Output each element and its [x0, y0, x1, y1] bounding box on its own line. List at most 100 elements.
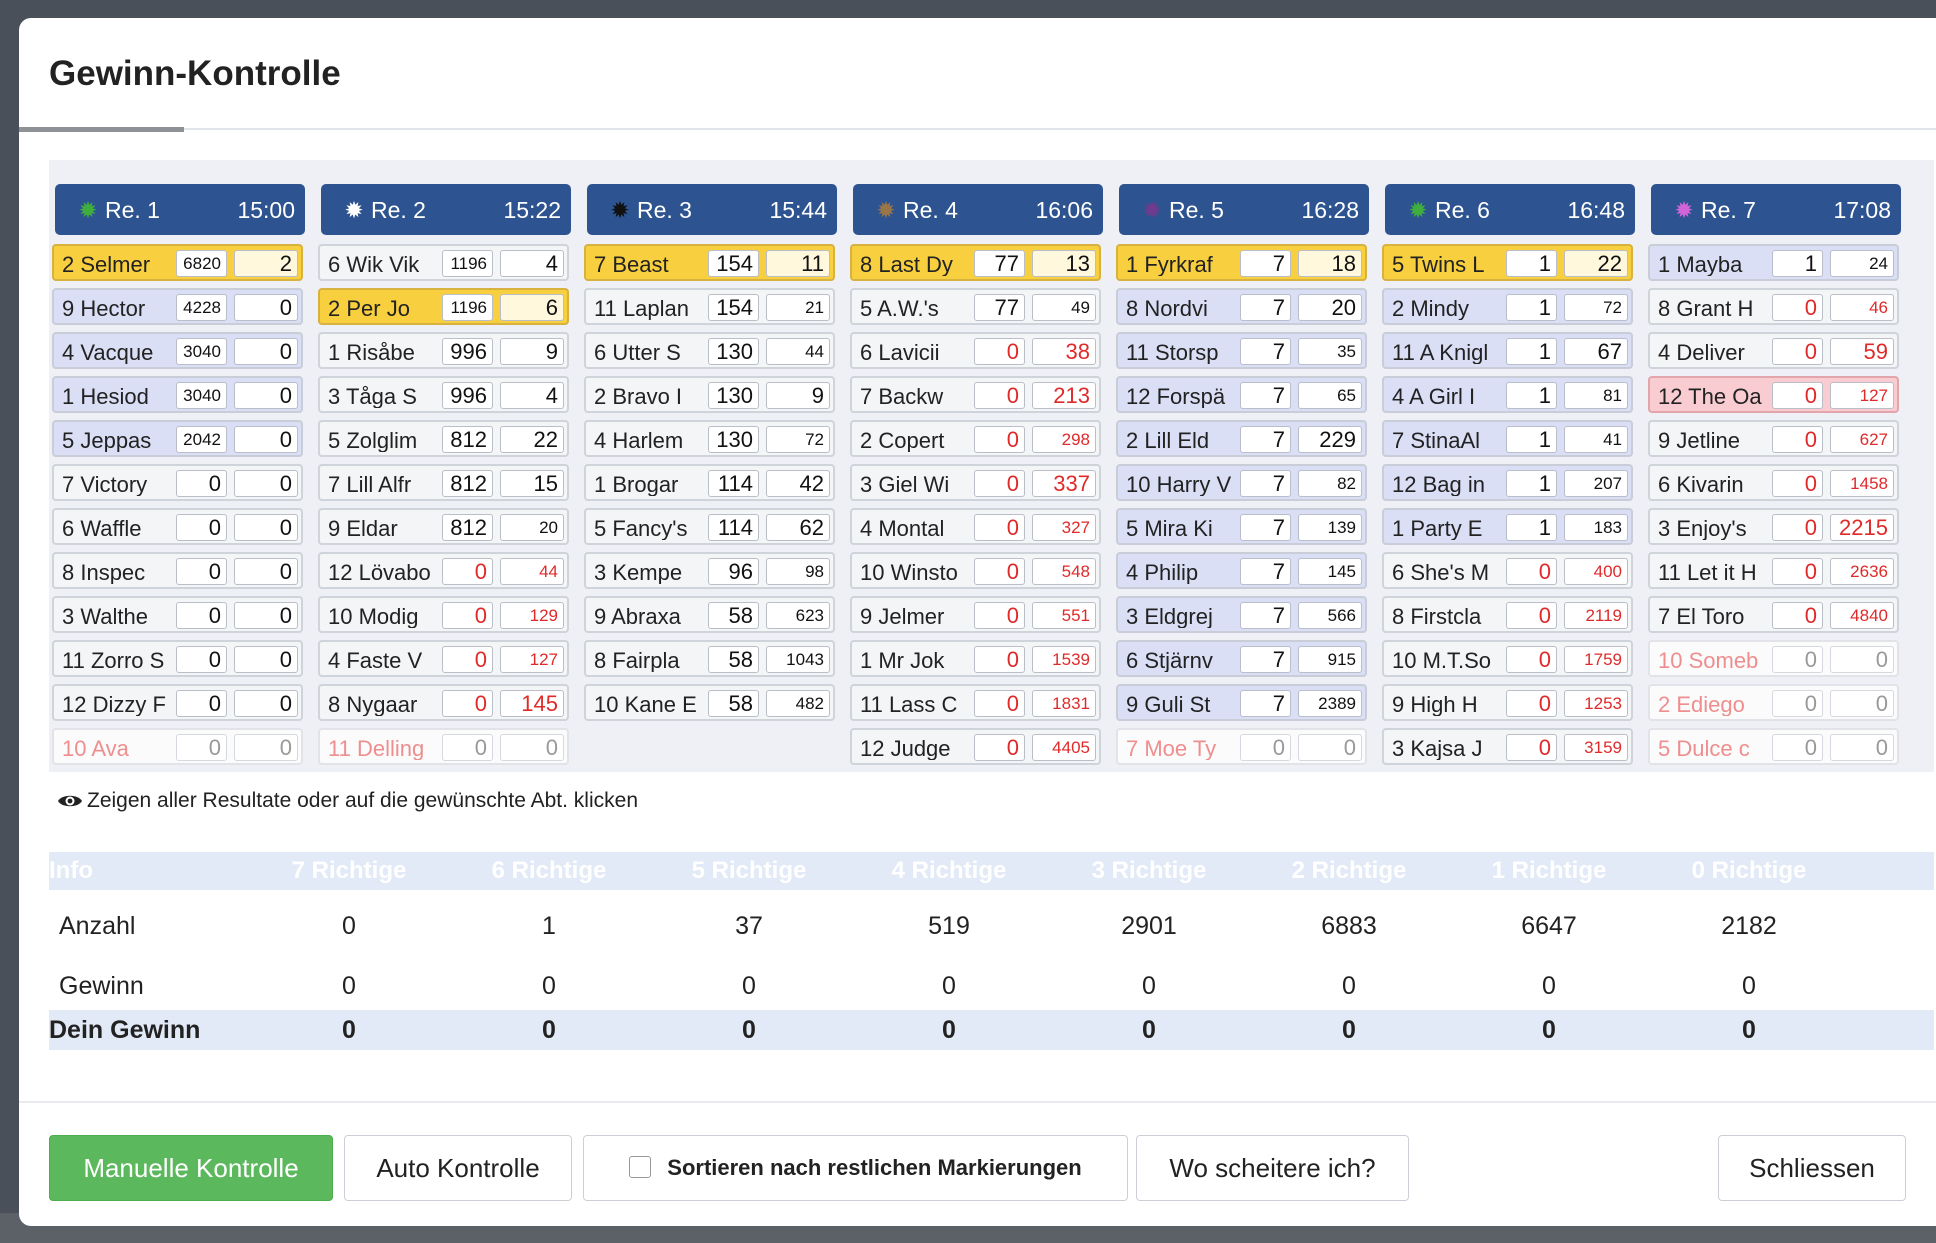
horse-row[interactable]: 3 Kajsa J 0 3159	[1382, 728, 1633, 765]
horse-row[interactable]: 2 Ediego 0 0	[1648, 684, 1899, 721]
horse-row[interactable]: 5 Twins L 1 22	[1382, 244, 1633, 281]
horse-row[interactable]: 8 Fairpla 58 1043	[584, 640, 835, 677]
horse-row[interactable]: 9 Jelmer 0 551	[850, 596, 1101, 633]
horse-row[interactable]: 6 Waffle 0 0	[52, 508, 303, 545]
horse-row[interactable]: 9 High H 0 1253	[1382, 684, 1633, 721]
horse-row[interactable]: 6 Wik Vik 1196 4	[318, 244, 569, 281]
horse-row[interactable]: 2 Lill Eld 7 229	[1116, 420, 1367, 457]
horse-row[interactable]: 7 Beast 154 11	[584, 244, 835, 281]
horse-row[interactable]: 7 StinaAl 1 41	[1382, 420, 1633, 457]
horse-row[interactable]: 12 The Oa 0 127	[1648, 376, 1899, 413]
horse-row[interactable]: 5 Fancy's 114 62	[584, 508, 835, 545]
horse-row[interactable]: 2 Bravo I 130 9	[584, 376, 835, 413]
horse-row[interactable]: 9 Eldar 812 20	[318, 508, 569, 545]
horse-row[interactable]: 12 Forspä 7 65	[1116, 376, 1367, 413]
horse-row[interactable]: 10 Harry V 7 82	[1116, 464, 1367, 501]
horse-row[interactable]: 6 Stjärnv 7 915	[1116, 640, 1367, 677]
horse-row[interactable]: 2 Copert 0 298	[850, 420, 1101, 457]
horse-row[interactable]: 5 Jeppas 2042 0	[52, 420, 303, 457]
horse-row[interactable]: 7 Backw 0 213	[850, 376, 1101, 413]
horse-row[interactable]: 8 Last Dy 77 13	[850, 244, 1101, 281]
horse-row[interactable]: 1 Hesiod 3040 0	[52, 376, 303, 413]
horse-name: 10 Someb	[1658, 648, 1759, 672]
horse-row[interactable]: 4 Faste V 0 127	[318, 640, 569, 677]
horse-row[interactable]: 9 Guli St 7 2389	[1116, 684, 1367, 721]
horse-row[interactable]: 10 M.T.So 0 1759	[1382, 640, 1633, 677]
horse-row[interactable]: 3 Tåga S 996 4	[318, 376, 569, 413]
horse-row[interactable]: 1 Fyrkraf 7 18	[1116, 244, 1367, 281]
horse-row[interactable]: 1 Mayba 1 24	[1648, 244, 1899, 281]
sort-checkbox[interactable]	[629, 1156, 652, 1178]
horse-row[interactable]: 6 Utter S 130 44	[584, 332, 835, 369]
horse-row[interactable]: 10 Ava 0 0	[52, 728, 303, 765]
close-button[interactable]: Schliessen	[1718, 1135, 1906, 1201]
horse-row[interactable]: 8 Inspec 0 0	[52, 552, 303, 589]
horse-row[interactable]: 4 Montal 0 327	[850, 508, 1101, 545]
horse-row[interactable]: 4 A Girl I 1 81	[1382, 376, 1633, 413]
horse-row[interactable]: 11 Storsp 7 35	[1116, 332, 1367, 369]
horse-row[interactable]: 4 Harlem 130 72	[584, 420, 835, 457]
horse-row[interactable]: 1 Brogar 114 42	[584, 464, 835, 501]
horse-row[interactable]: 3 Enjoy's 0 2215	[1648, 508, 1899, 545]
horse-row[interactable]: 7 Moe Ty 0 0	[1116, 728, 1367, 765]
where-fail-button[interactable]: Wo scheitere ich?	[1136, 1135, 1409, 1201]
horse-row[interactable]: 11 Laplan 154 21	[584, 288, 835, 325]
horse-value-2: 41	[1564, 426, 1628, 453]
horse-row[interactable]: 1 Party E 1 183	[1382, 508, 1633, 545]
horse-row[interactable]: 4 Philip 7 145	[1116, 552, 1367, 589]
horse-row[interactable]: 8 Grant H 0 46	[1648, 288, 1899, 325]
race-header-7[interactable]: ✹ Re. 7 17:08	[1651, 184, 1901, 235]
horse-row[interactable]: 7 El Toro 0 4840	[1648, 596, 1899, 633]
horse-row[interactable]: 8 Nordvi 7 20	[1116, 288, 1367, 325]
sort-by-remaining-toggle[interactable]: Sortieren nach restlichen Markierungen	[583, 1135, 1128, 1201]
horse-row[interactable]: 3 Giel Wi 0 337	[850, 464, 1101, 501]
horse-row[interactable]: 9 Jetline 0 627	[1648, 420, 1899, 457]
horse-row[interactable]: 6 She's M 0 400	[1382, 552, 1633, 589]
horse-row[interactable]: 9 Abraxa 58 623	[584, 596, 835, 633]
horse-row[interactable]: 7 Victory 0 0	[52, 464, 303, 501]
race-header-3[interactable]: ✹ Re. 3 15:44	[587, 184, 837, 235]
horse-row[interactable]: 9 Hector 4228 0	[52, 288, 303, 325]
horse-row[interactable]: 2 Per Jo 1196 6	[318, 288, 569, 325]
horse-row[interactable]: 5 A.W.'s 77 49	[850, 288, 1101, 325]
horse-row[interactable]: 12 Lövabo 0 44	[318, 552, 569, 589]
horse-row[interactable]: 6 Lavicii 0 38	[850, 332, 1101, 369]
horse-row[interactable]: 1 Risåbe 996 9	[318, 332, 569, 369]
horse-row[interactable]: 10 Someb 0 0	[1648, 640, 1899, 677]
horse-row[interactable]: 3 Eldgrej 7 566	[1116, 596, 1367, 633]
race-header-6[interactable]: ✹ Re. 6 16:48	[1385, 184, 1635, 235]
manual-check-button[interactable]: Manuelle Kontrolle	[49, 1135, 333, 1201]
horse-row[interactable]: 1 Mr Jok 0 1539	[850, 640, 1101, 677]
horse-row[interactable]: 6 Kivarin 0 1458	[1648, 464, 1899, 501]
race-header-2[interactable]: ✹ Re. 2 15:22	[321, 184, 571, 235]
horse-row[interactable]: 10 Winsto 0 548	[850, 552, 1101, 589]
horse-row[interactable]: 11 Delling 0 0	[318, 728, 569, 765]
horse-row[interactable]: 8 Firstcla 0 2119	[1382, 596, 1633, 633]
horse-row[interactable]: 10 Kane E 58 482	[584, 684, 835, 721]
horse-row[interactable]: 11 Lass C 0 1831	[850, 684, 1101, 721]
horse-row[interactable]: 7 Lill Alfr 812 15	[318, 464, 569, 501]
race-header-5[interactable]: ✹ Re. 5 16:28	[1119, 184, 1369, 235]
horse-row[interactable]: 3 Walthe 0 0	[52, 596, 303, 633]
horse-row[interactable]: 2 Selmer 6820 2	[52, 244, 303, 281]
race-header-4[interactable]: ✹ Re. 4 16:06	[853, 184, 1103, 235]
horse-row[interactable]: 5 Zolglim 812 22	[318, 420, 569, 457]
race-header-1[interactable]: ✹ Re. 1 15:00	[55, 184, 305, 235]
horse-row[interactable]: 3 Kempe 96 98	[584, 552, 835, 589]
horse-row[interactable]: 8 Nygaar 0 145	[318, 684, 569, 721]
horse-row[interactable]: 12 Judge 0 4405	[850, 728, 1101, 765]
auto-check-button[interactable]: Auto Kontrolle	[344, 1135, 572, 1201]
horse-row[interactable]: 5 Mira Ki 7 139	[1116, 508, 1367, 545]
horse-value-2: 229	[1298, 426, 1362, 453]
horse-row[interactable]: 2 Mindy 1 72	[1382, 288, 1633, 325]
horse-row[interactable]: 10 Modig 0 129	[318, 596, 569, 633]
horse-row[interactable]: 4 Vacque 3040 0	[52, 332, 303, 369]
show-all-results-link[interactable]: Zeigen aller Resultate oder auf die gewü…	[57, 789, 638, 813]
horse-row[interactable]: 4 Deliver 0 59	[1648, 332, 1899, 369]
horse-row[interactable]: 11 A Knigl 1 67	[1382, 332, 1633, 369]
horse-row[interactable]: 11 Let it H 0 2636	[1648, 552, 1899, 589]
horse-row[interactable]: 12 Bag in 1 207	[1382, 464, 1633, 501]
